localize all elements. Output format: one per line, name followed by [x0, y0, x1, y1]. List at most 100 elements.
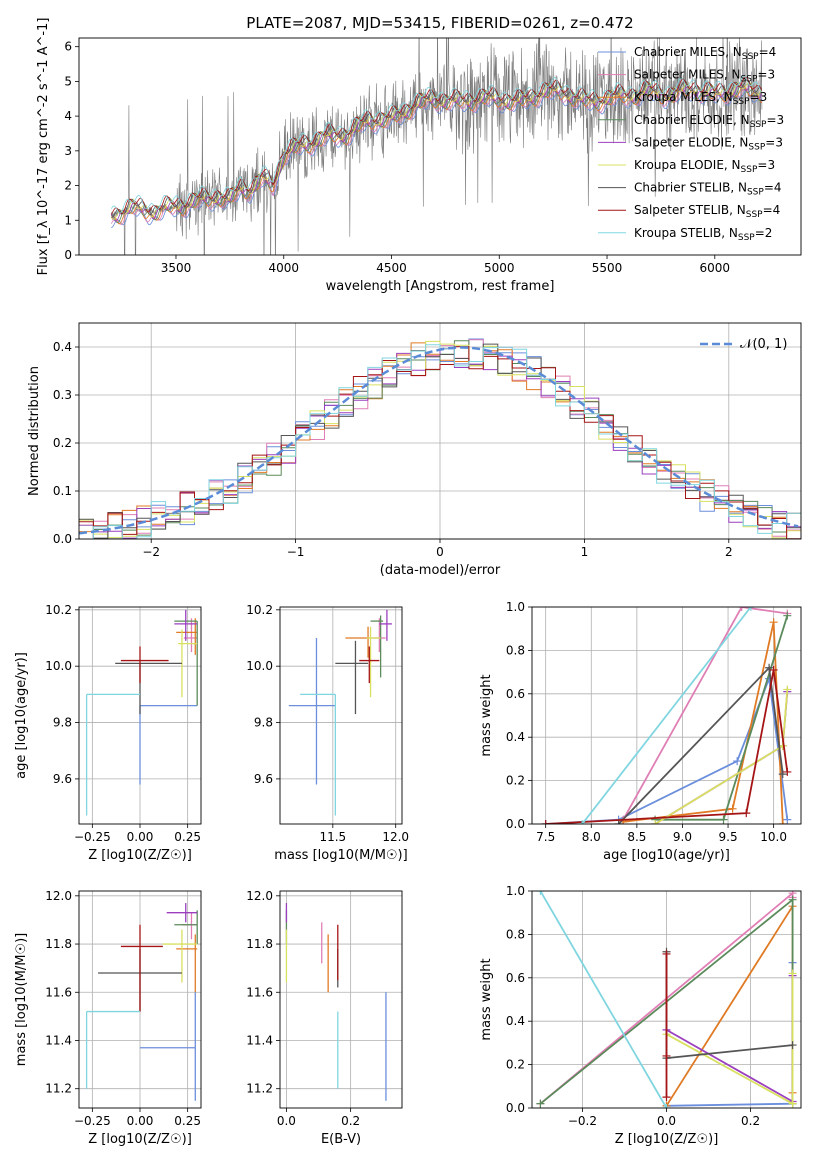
errorbar-point [120, 924, 163, 1012]
mass_weight_vs_Z-frame [531, 890, 802, 1109]
mass-weight-marker [765, 663, 774, 672]
legend-sub: SSP [741, 165, 758, 175]
spectrum-ytick-label: 3 [64, 144, 72, 158]
spectrum-model-line [110, 74, 763, 214]
legend-nssp: =3 [765, 135, 783, 149]
legend-model: Kroupa MILES, N [634, 90, 733, 104]
mass-weight-marker [788, 969, 797, 978]
mass_weight_vs_Z-xlabel: Z [log10(Z/Z☉)] [615, 1132, 719, 1147]
errorbar-point [140, 992, 196, 1101]
legend-nssp: =3 [757, 158, 775, 172]
mass_vs_EBV-ytick-label: 11.4 [246, 1033, 273, 1047]
mass_weight_vs_age-series [541, 607, 792, 824]
mass_weight_vs_Z-ytick-label: 0.2 [506, 1058, 525, 1072]
residual-histogram [79, 343, 801, 539]
spectrum-model-line [110, 76, 763, 215]
legend-nssp: =4 [763, 203, 781, 217]
mass_weight_vs_Z-ylabel: mass weight [479, 958, 494, 1040]
legend-model: Salpeter ELODIE, N [634, 135, 748, 149]
errorbar-point [345, 626, 371, 658]
mass-weight-line [666, 973, 794, 1106]
residuals-axes: −2 −1 0 1 2 0.0 0.1 0.2 0.3 0.4 (data-model)/error… [27, 323, 801, 578]
mass-weight-line [581, 607, 752, 824]
spectrum-xtick-label: 5000 [484, 261, 515, 275]
spectrum-model-line [110, 86, 763, 225]
legend-nssp: =3 [757, 68, 775, 82]
legend-sub: SSP [750, 120, 767, 130]
residual-histogram [79, 346, 801, 539]
mass_vs_Z-ytick-label: 11.2 [45, 1082, 72, 1096]
mass_weight_vs_age-ytick-label: 0.4 [506, 730, 525, 744]
legend-model: Salpeter MILES, N [634, 68, 741, 82]
age_vs_Z-ytick-label: 10.0 [45, 659, 72, 673]
mass_weight_vs_age-axes: 7.5 8.0 8.5 9.0 9.5 10.0 0.0 0.2 0.4 0.6 0.8 1.0 age… [479, 600, 801, 863]
mass-weight-marker [783, 815, 792, 824]
mass_vs_Z-frame [78, 890, 202, 1109]
mass_weight_vs_age-ytick-label: 0.0 [506, 817, 525, 831]
legend-nssp: =3 [750, 90, 768, 104]
residuals-ytick-label: 0.1 [53, 484, 72, 498]
legend-sub: SSP [748, 142, 765, 152]
spectrum-xtick-label: 4000 [268, 261, 299, 275]
errorbar-point [120, 646, 169, 684]
legend-sub: SSP [746, 210, 763, 220]
mass-weight-line [622, 607, 788, 821]
legend-model: Chabrier MILES, N [634, 45, 742, 59]
legend-entry: Kroupa STELIB, NSSP=2 [634, 226, 772, 243]
residuals-xtick-label: 0 [436, 545, 444, 559]
residuals-xtick-label: −2 [142, 545, 160, 559]
spectrum-lines [110, 38, 763, 255]
residual-histogram [79, 344, 801, 539]
mass_weight_vs_age-ytick-label: 0.8 [506, 643, 525, 657]
mass_weight_vs_age-ytick-label: 0.6 [506, 687, 525, 701]
age_vs_mass-ytick-label: 10.2 [246, 603, 273, 617]
mass_vs_EBV-xtick-label: 0.0 [277, 1114, 296, 1128]
spectrum-axes: 3500 4000 4500 5000 5500 6000 0 1 2 3 4 5 6 wavelengt… [36, 18, 730, 294]
mass_weight_vs_age-xtick-label: 9.5 [719, 830, 738, 844]
mass-weight-line [654, 691, 789, 824]
mass_vs_EBV-ytick-label: 11.2 [246, 1082, 273, 1096]
legend-entry: Chabrier MILES, NSSP=4 [634, 45, 776, 62]
errorbar-point [139, 704, 198, 785]
mass_weight_vs_age-xtick-label: 8.5 [627, 830, 646, 844]
mass_weight_vs_age-xtick-label: 7.5 [536, 830, 555, 844]
errorbar-point [174, 609, 198, 641]
legend-sub: SSP [738, 233, 755, 243]
mass_weight_vs_age-ytick-label: 0.2 [506, 774, 525, 788]
errorbar-point [166, 903, 198, 923]
residuals-xtick-label: 2 [725, 545, 733, 559]
legend-nssp: =2 [755, 226, 773, 240]
age_vs_mass-ytick-label: 10.0 [246, 659, 273, 673]
mass_weight_vs_age-ytick-label: 1.0 [506, 600, 525, 614]
mass-weight-line [666, 975, 794, 1104]
errorbar-point [370, 615, 384, 678]
age_vs_Z-xtick-label: 0.25 [174, 830, 201, 844]
legend-sub: SSP [741, 75, 758, 85]
mass-weight-line [539, 891, 668, 1108]
age_vs_Z-ytick-label: 9.8 [53, 716, 72, 730]
mass_vs_Z-axes: −0.25 0.00 0.25 11.2 11.4 11.6 11.8 12.0 Z [log1… [14, 889, 201, 1147]
mass_weight_vs_age-xtick-label: 8.0 [582, 830, 601, 844]
mass_vs_Z-xtick-label: 0.00 [127, 1114, 154, 1128]
legend-nssp: =4 [759, 45, 777, 59]
spectrum-xtick-label: 5500 [592, 261, 623, 275]
errorbar-point [300, 693, 336, 816]
spectrum-ylabel: Flux [f_λ 10^-17 erg cm^-2 s^-1 A^-1] [36, 18, 51, 276]
errorbar-point [176, 934, 198, 993]
mass_vs_EBV-ytick-label: 11.8 [246, 937, 273, 951]
residuals-xtick-label: 1 [581, 545, 589, 559]
mass-weight-marker [737, 607, 746, 611]
spectrum-ytick-label: 1 [64, 213, 72, 227]
mass_vs_Z-points [85, 903, 198, 1101]
mass_weight_vs_age-frame [531, 606, 802, 825]
legend-model: Kroupa ELODIE, N [634, 158, 741, 172]
residuals-xlabel: (data-model)/error [380, 563, 501, 578]
mass_vs_Z-xtick-label: −0.25 [74, 1114, 111, 1128]
age_vs_Z-xtick-label: −0.25 [74, 830, 111, 844]
mass_weight_vs_age-xtick-label: 9.0 [673, 830, 692, 844]
mass_weight_vs_Z-ytick-label: 0.8 [506, 927, 525, 941]
age_vs_Z-ylabel: age [log10(age/yr)] [14, 652, 29, 779]
residual-histogram [79, 340, 801, 539]
mass_vs_EBV-xlabel: E(B-V) [321, 1132, 361, 1147]
age_vs_Z-xlabel: Z [log10(Z/Z☉)] [88, 848, 192, 863]
